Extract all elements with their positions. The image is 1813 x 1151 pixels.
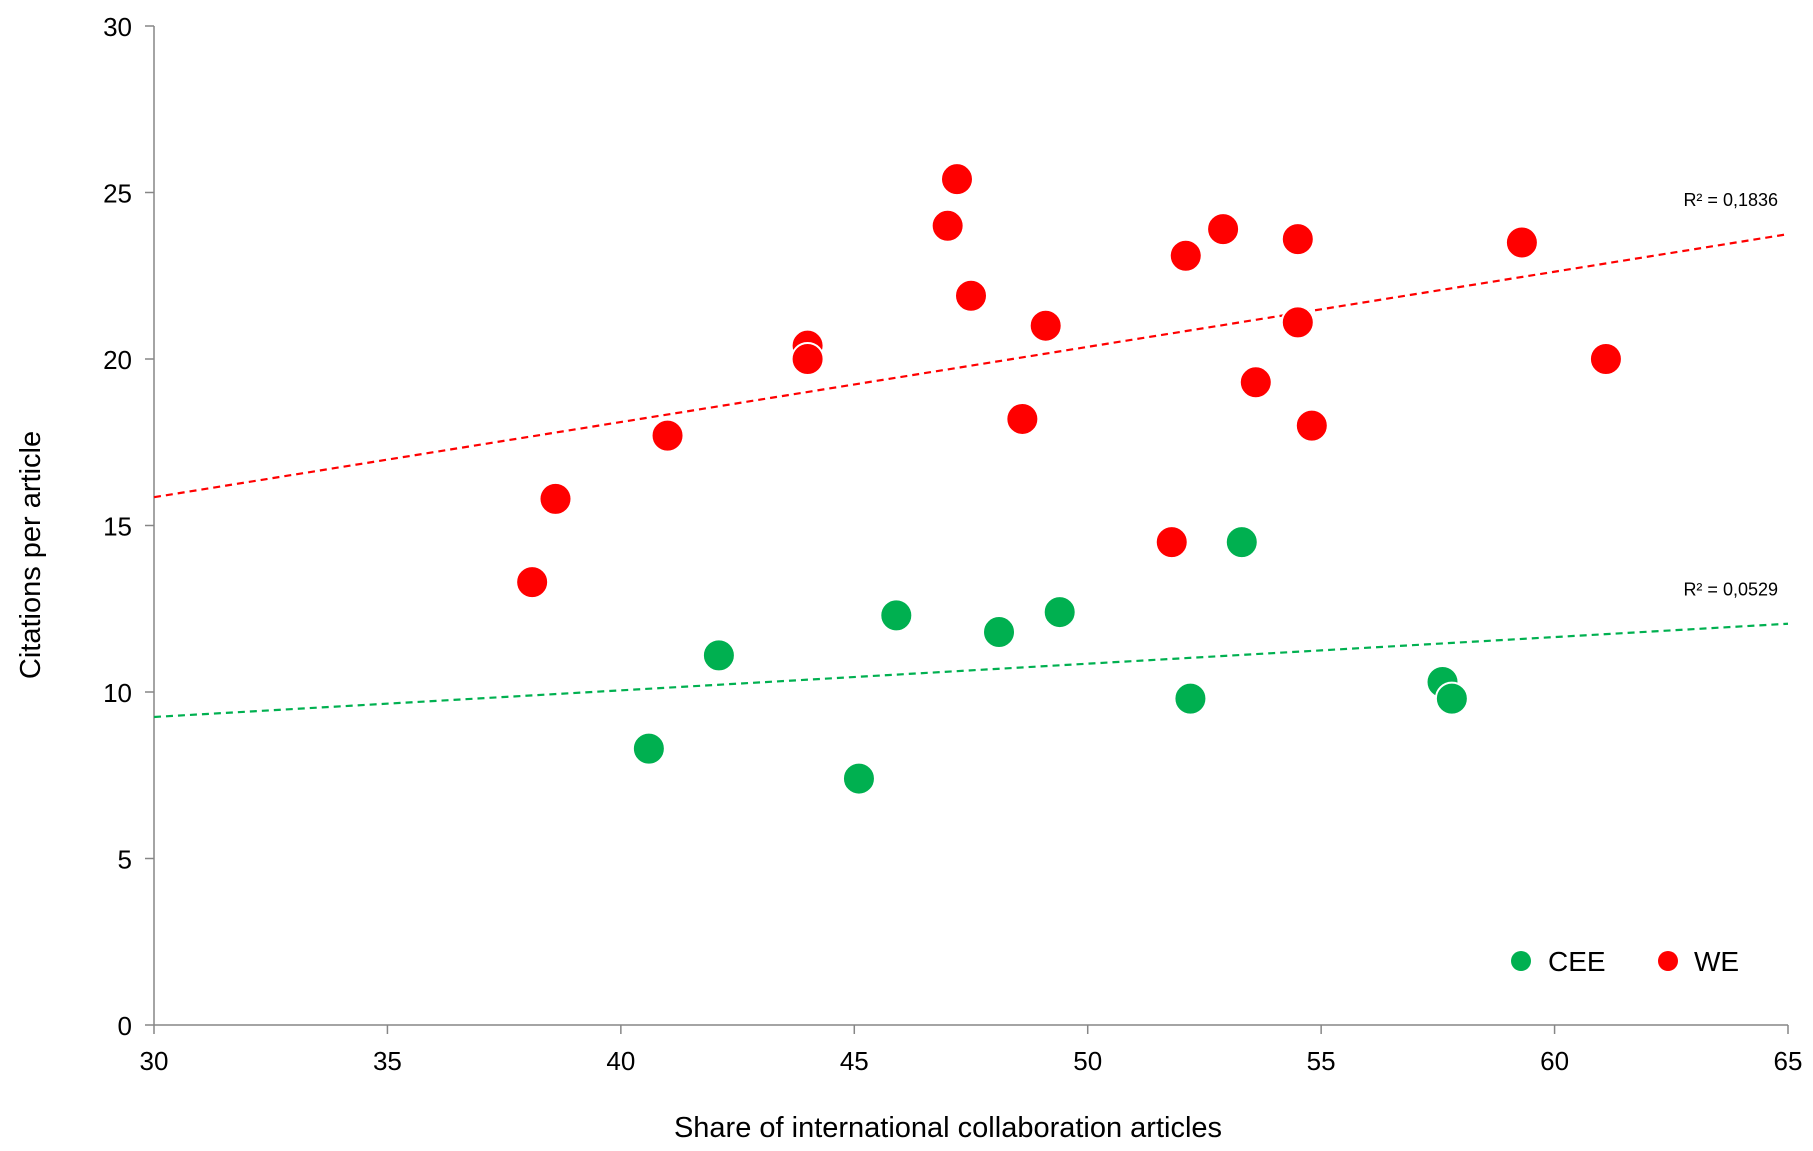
x-tick-label: 55 xyxy=(1307,1046,1336,1076)
data-point-we xyxy=(650,418,685,453)
data-point-we xyxy=(1280,222,1315,257)
legend: CEE WE xyxy=(1511,946,1739,977)
data-point-we xyxy=(538,481,573,516)
data-point-we xyxy=(1588,342,1623,376)
data-point-we xyxy=(1280,305,1315,340)
legend-marker-we xyxy=(1658,951,1678,971)
x-tick-label: 40 xyxy=(606,1046,635,1076)
data-point-we xyxy=(1294,408,1329,443)
x-tick-label: 65 xyxy=(1774,1046,1803,1076)
data-point-cee xyxy=(1434,681,1469,716)
x-tick-label: 45 xyxy=(840,1046,869,1076)
y-tick-label: 30 xyxy=(103,12,132,42)
data-point-cee xyxy=(982,615,1017,650)
data-point-we xyxy=(1028,308,1063,343)
x-tick-label: 60 xyxy=(1540,1046,1569,1076)
data-point-cee xyxy=(631,731,666,766)
y-tick-label: 15 xyxy=(103,512,132,542)
x-axis-title: Share of international collaboration art… xyxy=(674,1112,1222,1144)
legend-label-cee: CEE xyxy=(1548,946,1606,977)
data-point-cee xyxy=(841,761,876,796)
data-point-we xyxy=(954,278,988,313)
r2-label-we: R² = 0,1836 xyxy=(1683,190,1778,210)
x-tick-label: 35 xyxy=(373,1046,402,1076)
trendline-we xyxy=(153,233,1789,499)
x-tick-label: 50 xyxy=(1073,1046,1102,1076)
data-point-cee xyxy=(1042,595,1077,630)
data-point-cee xyxy=(879,598,914,633)
data-point-we xyxy=(939,162,974,197)
y-tick-label: 5 xyxy=(118,845,132,875)
data-point-we xyxy=(515,565,550,600)
trendline-cee xyxy=(153,622,1789,719)
chart-labels: Share of international collaboration art… xyxy=(15,431,1222,1144)
y-tick-label: 20 xyxy=(103,345,132,375)
data-point-cee xyxy=(701,638,736,673)
data-point-we xyxy=(1168,238,1203,273)
data-point-we xyxy=(1206,212,1241,247)
data-point-cee xyxy=(1173,681,1208,716)
data-point-we xyxy=(930,208,965,243)
data-points xyxy=(515,162,1623,796)
legend-marker-cee xyxy=(1511,951,1531,971)
legend-label-we: WE xyxy=(1694,946,1739,977)
data-point-we xyxy=(1238,365,1273,400)
y-axis-title: Citations per article xyxy=(15,431,47,679)
x-tick-label: 30 xyxy=(140,1046,169,1076)
y-tick-label: 0 xyxy=(118,1011,132,1041)
axes: 0 5 10 15 20 25 30 30 35 40 45 50 55 60 65 xyxy=(103,12,1802,1076)
r2-label-cee: R² = 0,0529 xyxy=(1683,580,1778,600)
y-tick-label: 25 xyxy=(103,179,132,209)
y-tick-label: 10 xyxy=(103,678,132,708)
data-point-we xyxy=(790,342,825,376)
data-point-we xyxy=(1005,401,1040,436)
data-point-cee xyxy=(1224,525,1259,560)
data-point-we xyxy=(1504,225,1539,260)
trendlines: R² = 0,0529 R² = 0,1836 xyxy=(153,190,1789,719)
data-point-we xyxy=(1154,525,1189,560)
